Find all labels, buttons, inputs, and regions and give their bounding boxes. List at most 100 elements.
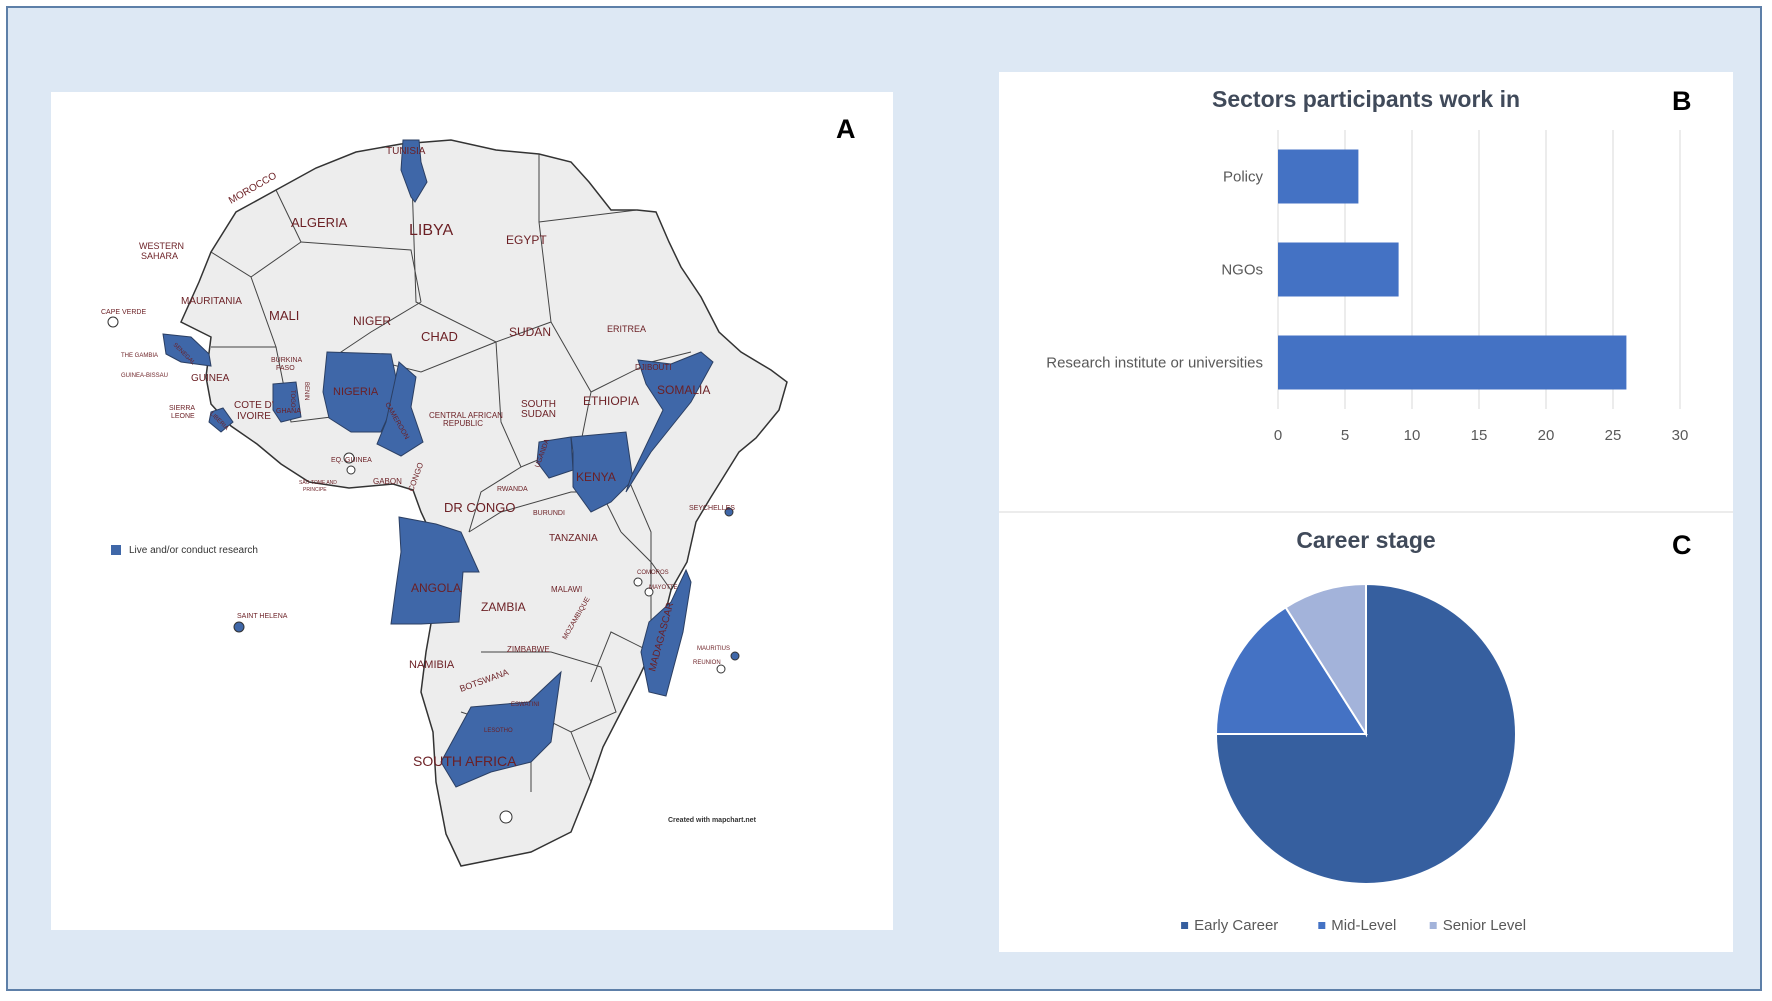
kenya-shape — [570, 431, 634, 513]
label-eswatini: ESWATINI — [511, 702, 540, 708]
label-sao-tome-2: PRINCIPE — [303, 487, 327, 493]
label-kenya: KENYA — [576, 470, 616, 484]
label-somalia: SOMALIA — [657, 383, 710, 397]
label-cote-1: COTE D' — [234, 400, 274, 411]
label-guinea-bissau: GUINEA-BISSAU — [121, 373, 168, 379]
pie-legend-swatch — [1318, 922, 1326, 929]
label-niger: NIGER — [353, 314, 391, 328]
label-guinea: GUINEA — [191, 373, 230, 384]
label-gambia: THE GAMBIA — [121, 353, 158, 359]
label-mauritius: MAURITIUS — [697, 646, 730, 652]
pie-legend-swatch — [1181, 922, 1189, 929]
ghana-shape — [272, 381, 302, 423]
bar-chart: 0 5 10 15 20 25 30 Policy NGOs Research institute… — [1046, 130, 1688, 444]
pie-slice — [1214, 605, 1368, 735]
label-mauritania: MAURITANIA — [181, 296, 242, 307]
pie-slice — [1214, 582, 1517, 885]
label-ghana: GHANA — [276, 408, 301, 415]
panel-c-letter: C — [1672, 530, 1692, 560]
pie-legend-swatch — [1429, 922, 1437, 929]
uganda-shape — [536, 436, 574, 479]
figure-frame: A — [6, 6, 1762, 991]
panel-b-letter: B — [1672, 86, 1692, 116]
label-mayotte: MAYOTTE — [649, 585, 678, 591]
madagascar-shape — [640, 568, 692, 697]
pie-legend: Early Career Mid-Level Senior Level — [1181, 917, 1526, 934]
bar-x-tick-label: 20 — [1538, 427, 1555, 444]
label-djibouti: DJIBOUTI — [635, 363, 671, 372]
label-burundi: BURUNDI — [533, 510, 565, 517]
pie-chart-title: Career stage — [1296, 527, 1435, 553]
label-tunisia: TUNISIA — [386, 146, 426, 157]
pie-legend-label: Early Career — [1194, 917, 1278, 934]
panel-a-letter: A — [836, 114, 856, 144]
senegal-shape — [162, 333, 212, 367]
label-benin: BENIN — [303, 382, 309, 400]
map-credit: Created with mapchart.net — [668, 817, 757, 824]
label-zambia: ZAMBIA — [481, 600, 526, 614]
label-sudan: SUDAN — [509, 325, 551, 339]
pie-chart — [1214, 582, 1517, 885]
bar-x-tick-label: 0 — [1274, 427, 1282, 444]
label-malawi: MALAWI — [551, 585, 582, 594]
bar — [1278, 242, 1399, 297]
label-namibia: NAMIBIA — [409, 659, 455, 671]
label-eq-guinea: EQ. GUINEA — [331, 457, 372, 464]
south-africa-shape — [440, 670, 562, 788]
label-saint-helena: SAINT HELENA — [237, 613, 288, 620]
label-cape-verde: CAPE VERDE — [101, 309, 146, 316]
label-eritrea: ERITREA — [607, 324, 646, 334]
label-burkina-2: FASO — [276, 365, 295, 372]
label-mali: MALI — [269, 308, 299, 323]
label-western-sahara-2: SAHARA — [141, 251, 178, 261]
tunisia-shape — [400, 139, 428, 203]
label-south-sudan-2: SUDAN — [521, 409, 556, 420]
label-lesotho: LESOTHO — [484, 728, 513, 734]
label-libya: LIBYA — [409, 222, 454, 239]
pie-slice — [1284, 582, 1367, 738]
label-seychelles: SEYCHELLES — [689, 505, 735, 512]
label-western-sahara-1: WESTERN — [139, 241, 184, 251]
bar-x-tick-label: 10 — [1404, 427, 1421, 444]
label-car-2: REPUBLIC — [443, 419, 483, 428]
charts-svg: Sectors participants work in 0 5 10 15 20 25 3… — [999, 86, 1733, 934]
bar-x-tick-label: 15 — [1471, 427, 1488, 444]
map-legend-swatch — [111, 545, 121, 555]
label-car-1: CENTRAL AFRICAN — [429, 411, 503, 420]
highlighted-countries — [162, 139, 714, 788]
cameroon-shape — [376, 361, 424, 457]
bar-chart-title: Sectors participants work in — [1212, 86, 1520, 112]
label-cote-2: IVOIRE — [237, 411, 271, 422]
somalia-shape — [625, 351, 714, 493]
label-burkina-1: BURKINA — [271, 357, 302, 364]
bar — [1278, 149, 1359, 204]
bar-category-label: Research institute or universities — [1046, 355, 1263, 372]
islands — [107, 316, 740, 824]
label-dr-congo: DR CONGO — [444, 500, 516, 515]
map-panel: A — [51, 92, 893, 930]
label-reunion: REUNION — [693, 660, 721, 666]
africa-map: Live and/or conduct research Created wit… — [101, 139, 788, 867]
liberia-shape — [208, 407, 234, 433]
label-sao-tome-1: SÃO TOME AND — [299, 479, 337, 486]
bar-category-label: Policy — [1223, 169, 1264, 186]
bar-category-label: NGOs — [1221, 262, 1263, 279]
label-zimbabwe: ZIMBABWE — [507, 645, 550, 654]
bar-x-tick-label: 25 — [1605, 427, 1622, 444]
label-south-africa: SOUTH AFRICA — [413, 753, 517, 769]
label-chad: CHAD — [421, 329, 458, 344]
label-sierra-2: LEONE — [171, 413, 195, 420]
pie-legend-label: Senior Level — [1443, 917, 1526, 934]
label-sierra-1: SIERRA — [169, 405, 195, 412]
label-tanzania: TANZANIA — [549, 533, 598, 544]
label-algeria: ALGERIA — [291, 215, 348, 230]
bar-x-tick-label: 30 — [1672, 427, 1689, 444]
map-legend-label: Live and/or conduct research — [129, 545, 258, 556]
bar — [1278, 335, 1627, 390]
label-angola: ANGOLA — [411, 581, 461, 595]
charts-panel: B C Sectors participants work in 0 5 10 15 2… — [999, 72, 1733, 952]
label-comoros: COMOROS — [637, 570, 669, 576]
pie-legend-label: Mid-Level — [1331, 917, 1396, 934]
nigeria-shape — [322, 351, 400, 433]
label-rwanda: RWANDA — [497, 486, 528, 493]
